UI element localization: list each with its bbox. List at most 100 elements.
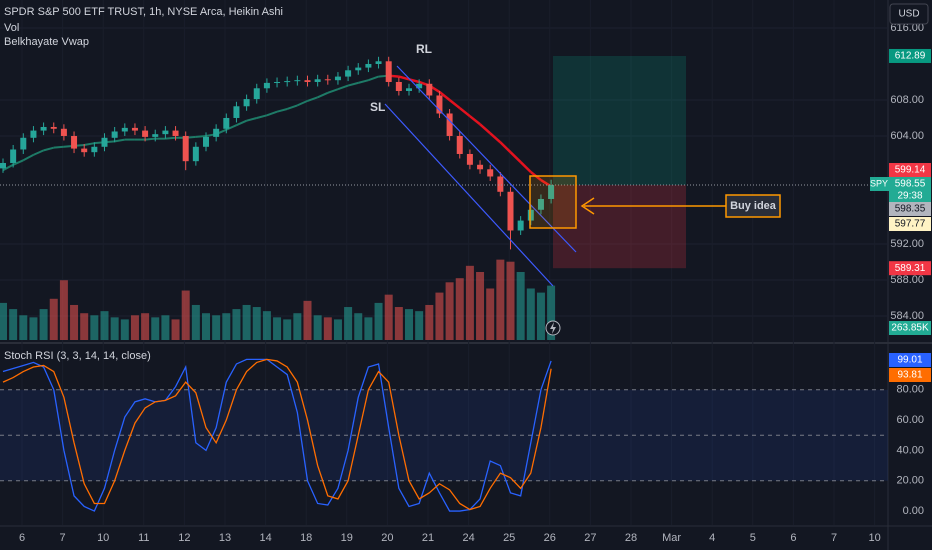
candle-body (172, 130, 179, 136)
vwap-segment (53, 145, 64, 149)
candle-body (60, 128, 67, 136)
x-tick-label: 20 (381, 532, 393, 544)
candle-body (456, 135, 463, 154)
volume-bar (496, 259, 505, 340)
candle-body (30, 130, 37, 138)
x-tick-label: 6 (19, 532, 25, 544)
high-tag-bg (889, 163, 931, 177)
volume-bar (425, 304, 434, 340)
volume-bar (100, 311, 109, 340)
vwap-segment (438, 90, 451, 101)
vwap-segment (145, 137, 156, 141)
volume-bar (354, 313, 363, 340)
candle-body (162, 130, 169, 135)
vwap-segment (84, 142, 95, 146)
volume-bar (344, 307, 353, 340)
candle-body (71, 135, 78, 149)
vwap-segment (12, 159, 24, 166)
vwap-segment (479, 123, 492, 135)
candle-body (497, 176, 504, 192)
volume-tag: 263.85K (891, 323, 929, 334)
x-tick-label: 7 (60, 532, 66, 544)
candle-body (274, 81, 281, 83)
y-tick-label: 20.00 (896, 475, 924, 487)
volume-bar (151, 317, 160, 340)
level-tag: 598.35 (895, 204, 926, 215)
currency-button[interactable] (889, 3, 929, 25)
vwap-segment (195, 134, 207, 138)
candle-body (436, 95, 443, 114)
volume-bar (232, 309, 241, 340)
candle-body (243, 99, 250, 107)
annotation: SL (370, 100, 385, 114)
candle-body (416, 83, 423, 89)
candle-body (487, 169, 494, 177)
vwap-segment (256, 114, 268, 119)
symbol-tag-bg (870, 177, 889, 191)
volume-bar (415, 311, 424, 340)
position-profit (553, 55, 686, 186)
volume-bar (323, 317, 332, 340)
candle-body (314, 79, 321, 82)
level-tag-bg (889, 202, 931, 216)
x-tick-label: 10 (97, 532, 109, 544)
candle-body (284, 81, 291, 83)
candle-body (0, 162, 6, 169)
candle-body (304, 80, 311, 82)
candle-body (446, 113, 453, 136)
volume-bar (486, 288, 495, 340)
volume-bar (455, 278, 464, 340)
arrow-head (580, 197, 595, 215)
y-tick-label: 584.00 (890, 310, 924, 322)
candle-body (253, 88, 260, 100)
vwap-segment (469, 115, 481, 126)
candle-body (223, 117, 230, 129)
channel-line-rl (396, 65, 577, 253)
candle-body (10, 149, 17, 163)
vwap-segment (22, 153, 34, 162)
volume-bar (90, 315, 99, 340)
volume-bar (364, 317, 373, 340)
candle-body (517, 220, 524, 231)
candle-body (81, 148, 88, 153)
volume-bar (313, 315, 322, 340)
stoch-d-tag: 93.81 (897, 370, 922, 381)
x-tick-label: Mar (662, 532, 681, 544)
candle-body (334, 76, 341, 81)
volume-bar (130, 315, 139, 340)
price-tag-bg (889, 177, 931, 191)
volume-bar (374, 302, 383, 340)
vwap-segment (327, 88, 339, 94)
volume-bar (191, 304, 200, 340)
x-tick-label: 12 (178, 532, 190, 544)
vwap-segment (509, 151, 522, 163)
x-tick-label: 18 (300, 532, 312, 544)
pane-title: Stoch RSI (3, 3, 14, 14, close) (4, 350, 151, 362)
y-tick-label: 40.00 (896, 444, 924, 456)
candle-body (395, 81, 402, 91)
candle-body (121, 127, 128, 132)
y-tick-label: 604.00 (890, 130, 924, 142)
vwap-segment (114, 138, 125, 143)
stoch-k-tag: 99.01 (897, 355, 922, 366)
legend-vwap: Belkhayate Vwap (4, 36, 89, 48)
vwap-segment (489, 132, 502, 144)
volume-bar (212, 315, 221, 340)
candle-body (182, 135, 189, 162)
volume-bar (120, 319, 129, 340)
x-tick-label: 25 (503, 532, 515, 544)
volume-bar (273, 317, 282, 340)
candle-body (203, 136, 209, 147)
candle-body (385, 61, 392, 82)
vwap-segment (236, 119, 248, 127)
stoch-line (2, 358, 552, 511)
volume-bar (161, 315, 170, 340)
volume-bar (262, 311, 271, 340)
price-tag: 598.55 (895, 179, 926, 190)
candle-body (345, 70, 352, 77)
vwap-segment (368, 75, 379, 82)
volume-bar (141, 313, 150, 340)
y-tick-label: 616.00 (890, 22, 924, 34)
legend-volume: Vol (4, 22, 19, 34)
